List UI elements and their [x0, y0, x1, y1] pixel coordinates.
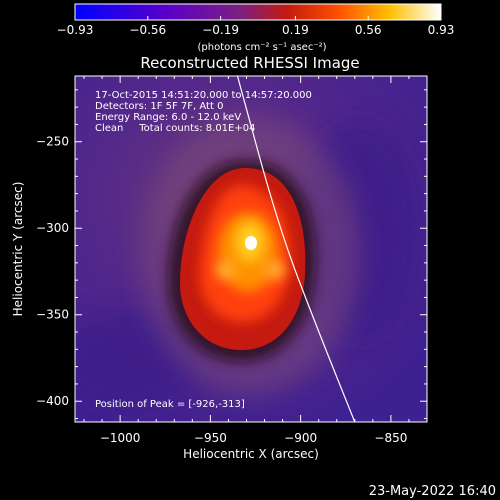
chart-title: Reconstructed RHESSI Image [140, 54, 359, 72]
info-block: 17-Oct-2015 14:51:20.000 to 14:57:20.000… [95, 90, 312, 134]
peak-position-label: Position of Peak = [-926,-313] [95, 399, 245, 410]
colorbar-gradient [74, 3, 442, 21]
source-peak [245, 236, 257, 250]
info-line-time: 17-Oct-2015 14:51:20.000 to 14:57:20.000 [95, 90, 312, 101]
colorbar-tick-label: 0.56 [355, 23, 382, 37]
y-tick-label: −350 [36, 308, 69, 322]
y-tick-label: −300 [36, 221, 69, 235]
info-line-energy: Energy Range: 6.0 - 12.0 keV [95, 112, 241, 123]
x-tick-label: −950 [194, 431, 227, 445]
colorbar-tick-label: 0.93 [428, 23, 455, 37]
colorbar-tick-label: −0.19 [202, 23, 239, 37]
colorbar-tick-label: 0.19 [282, 23, 309, 37]
y-tick-label: −400 [36, 394, 69, 408]
image-top-left-red-lobe [75, 76, 145, 133]
x-tick-label: −900 [284, 431, 317, 445]
colorbar-tick-label: −0.56 [129, 23, 166, 37]
info-line-detectors: Detectors: 1F 5F 7F, Att 0 [95, 101, 223, 112]
x-axis-ticks: −1000 −950 −900 −850 [83, 76, 428, 445]
colorbar-units: (photons cm⁻² s⁻¹ asec⁻²) [197, 42, 326, 53]
x-tick-label: −850 [374, 431, 407, 445]
image-plot [75, 76, 427, 422]
colorbar: −0.93 −0.56 −0.19 0.19 0.56 0.93 (photons cm⁻… [57, 3, 455, 53]
y-axis-title: Heliocentric Y (arcsec) [11, 182, 25, 317]
y-axis-ticks: −250 −300 −350 −400 [36, 89, 427, 420]
date-stamp: 23-May-2022 16:40 [369, 484, 496, 499]
source-lower-blob [216, 261, 236, 279]
colorbar-tick-label: −0.93 [57, 23, 94, 37]
x-axis-title: Heliocentric X (arcsec) [183, 447, 319, 461]
solar-limb-line [236, 76, 356, 422]
y-tick-label: −250 [36, 135, 69, 149]
info-line-clean: Clean Total counts: 8.01E+04 [95, 123, 255, 134]
x-tick-label: −1000 [100, 431, 141, 445]
plot-frame [74, 75, 428, 423]
colorbar-ticks: −0.93 −0.56 −0.19 0.19 0.56 0.93 [57, 16, 455, 37]
source-lower-blob-right [265, 261, 285, 279]
